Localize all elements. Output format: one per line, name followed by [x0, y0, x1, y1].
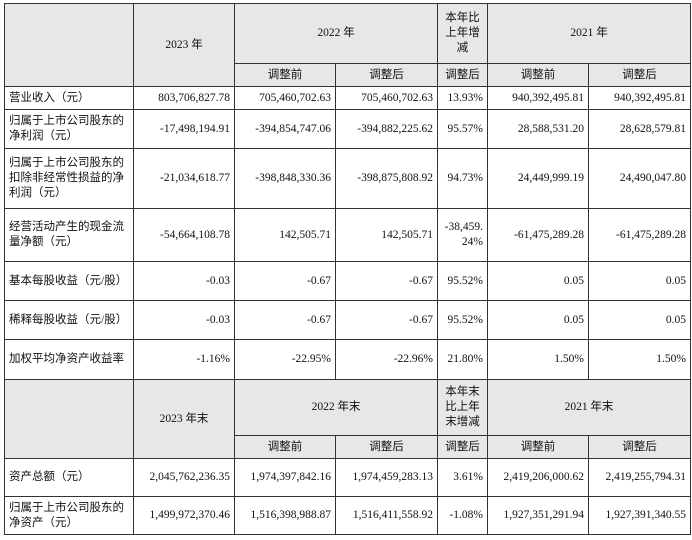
table-row: 稀释每股收益（元/股） -0.03 -0.67 -0.67 95.52% 0.0… [4, 300, 691, 340]
value-2021-before: 28,588,531.20 [487, 109, 589, 149]
value-2022-before: -0.67 [234, 261, 336, 301]
value-2022-after: -0.67 [335, 261, 438, 301]
row-label: 资产总额（元） [4, 458, 134, 497]
value-2021-after: 0.05 [588, 261, 691, 301]
value-2021-after: 1.50% [588, 339, 691, 380]
row-label: 稀释每股收益（元/股） [4, 300, 134, 340]
value-2022-before: 705,460,702.63 [234, 86, 336, 110]
value-2022-before: -22.95% [234, 339, 336, 380]
value-2021-after: 940,392,495.81 [588, 86, 691, 110]
value-change: 94.73% [437, 148, 488, 209]
col-2023: 2023 年 [133, 3, 235, 87]
col-2022: 2022 年 [234, 3, 438, 64]
value-2022-before: 142,505.71 [234, 208, 336, 262]
value-change: 3.61% [437, 458, 488, 497]
col-2021-after: 调整后 [588, 63, 691, 87]
value-2023: -0.03 [133, 300, 235, 340]
value-2021-after: -61,475,289.28 [588, 208, 691, 262]
table-row: 归属于上市公司股东的净资产（元） 1,499,972,370.46 1,516,… [4, 496, 691, 535]
corner-cell [4, 3, 134, 87]
table-row: 归属于上市公司股东的净利润（元） -17,498,194.91 -394,854… [4, 109, 691, 149]
value-2023: -1.16% [133, 339, 235, 380]
value-2022-before: 1,516,398,988.87 [234, 496, 336, 535]
value-2022-after: -0.67 [335, 300, 438, 340]
table-row: 营业收入（元） 803,706,827.78 705,460,702.63 70… [4, 86, 691, 110]
value-2022-after: -22.96% [335, 339, 438, 380]
value-2022-after: 705,460,702.63 [335, 86, 438, 110]
header-row: 2023 年 2022 年 本年比上年增减 2021 年 [4, 3, 691, 87]
col-2023-end: 2023 年末 [133, 379, 235, 459]
financial-data-table: 2023 年 2022 年 本年比上年增减 2021 年 调整前 调整后 调整后… [4, 3, 691, 535]
value-2023: -0.03 [133, 261, 235, 301]
corner-cell [4, 379, 134, 459]
value-2022-after: 1,974,459,283.13 [335, 458, 438, 497]
value-2021-before: 0.05 [487, 300, 589, 340]
value-2022-before: -394,854,747.06 [234, 109, 336, 149]
value-2021-after: 28,628,579.81 [588, 109, 691, 149]
table-row: 归属于上市公司股东的扣除非经常性损益的净利润（元） -21,034,618.77… [4, 148, 691, 209]
value-2021-after: 2,419,255,794.31 [588, 458, 691, 497]
value-2023: -54,664,108.78 [133, 208, 235, 262]
value-2021-before: 24,449,999.19 [487, 148, 589, 209]
value-2021-after: 24,490,047.80 [588, 148, 691, 209]
col-2022-after: 调整后 [335, 63, 438, 87]
header-row: 2023 年末 2022 年末 本年末比上年末增减 2021 年末 [4, 379, 691, 459]
col-2021-end-before: 调整前 [487, 435, 589, 459]
value-2021-before: 1,927,351,291.94 [487, 496, 589, 535]
value-change: 95.57% [437, 109, 488, 149]
value-2022-after: 1,516,411,558.92 [335, 496, 438, 535]
col-change: 本年比上年增减 [437, 3, 488, 64]
row-label: 归属于上市公司股东的扣除非经常性损益的净利润（元） [4, 148, 134, 209]
value-2023: -17,498,194.91 [133, 109, 235, 149]
table-row: 资产总额（元） 2,045,762,236.35 1,974,397,842.1… [4, 458, 691, 497]
value-2023: 2,045,762,236.35 [133, 458, 235, 497]
value-2021-before: 1.50% [487, 339, 589, 380]
value-2021-before: 2,419,206,000.62 [487, 458, 589, 497]
row-label: 经营活动产生的现金流量净额（元） [4, 208, 134, 262]
value-2023: 1,499,972,370.46 [133, 496, 235, 535]
row-label: 营业收入（元） [4, 86, 134, 110]
table-row: 基本每股收益（元/股） -0.03 -0.67 -0.67 95.52% 0.0… [4, 261, 691, 301]
col-2021-end: 2021 年末 [487, 379, 691, 436]
value-2022-before: -398,848,330.36 [234, 148, 336, 209]
row-label: 归属于上市公司股东的净利润（元） [4, 109, 134, 149]
col-2022-end-before: 调整前 [234, 435, 336, 459]
col-2021: 2021 年 [487, 3, 691, 64]
value-change: 95.52% [437, 300, 488, 340]
col-change-end-after: 调整后 [437, 435, 488, 459]
value-change: 21.80% [437, 339, 488, 380]
row-label: 加权平均净资产收益率 [4, 339, 134, 380]
value-change: 95.52% [437, 261, 488, 301]
col-2022-end-after: 调整后 [335, 435, 438, 459]
value-change: 13.93% [437, 86, 488, 110]
col-2022-before: 调整前 [234, 63, 336, 87]
subheader-row: 调整前 调整后 调整后 调整前 调整后 [5, 435, 691, 459]
col-2021-end-after: 调整后 [588, 435, 691, 459]
col-change-end: 本年末比上年末增减 [437, 379, 488, 436]
col-2021-before: 调整前 [487, 63, 589, 87]
table-row: 经营活动产生的现金流量净额（元） -54,664,108.78 142,505.… [4, 208, 691, 262]
value-2021-before: -61,475,289.28 [487, 208, 589, 262]
row-label: 归属于上市公司股东的净资产（元） [4, 496, 134, 535]
row-label: 基本每股收益（元/股） [4, 261, 134, 301]
value-2023: -21,034,618.77 [133, 148, 235, 209]
value-change: -38,459.24% [437, 208, 488, 262]
col-2022-end: 2022 年末 [234, 379, 438, 436]
value-2021-after: 0.05 [588, 300, 691, 340]
value-change: -1.08% [437, 496, 488, 535]
subheader-row: 调整前 调整后 调整后 调整前 调整后 [5, 63, 691, 87]
value-2021-before: 0.05 [487, 261, 589, 301]
table-row: 加权平均净资产收益率 -1.16% -22.95% -22.96% 21.80%… [4, 339, 691, 380]
value-2022-after: -394,882,225.62 [335, 109, 438, 149]
value-2021-before: 940,392,495.81 [487, 86, 589, 110]
value-2022-before: 1,974,397,842.16 [234, 458, 336, 497]
value-2023: 803,706,827.78 [133, 86, 235, 110]
value-2021-after: 1,927,391,340.55 [588, 496, 691, 535]
value-2022-after: -398,875,808.92 [335, 148, 438, 209]
col-change-after: 调整后 [437, 63, 488, 87]
value-2022-after: 142,505.71 [335, 208, 438, 262]
value-2022-before: -0.67 [234, 300, 336, 340]
